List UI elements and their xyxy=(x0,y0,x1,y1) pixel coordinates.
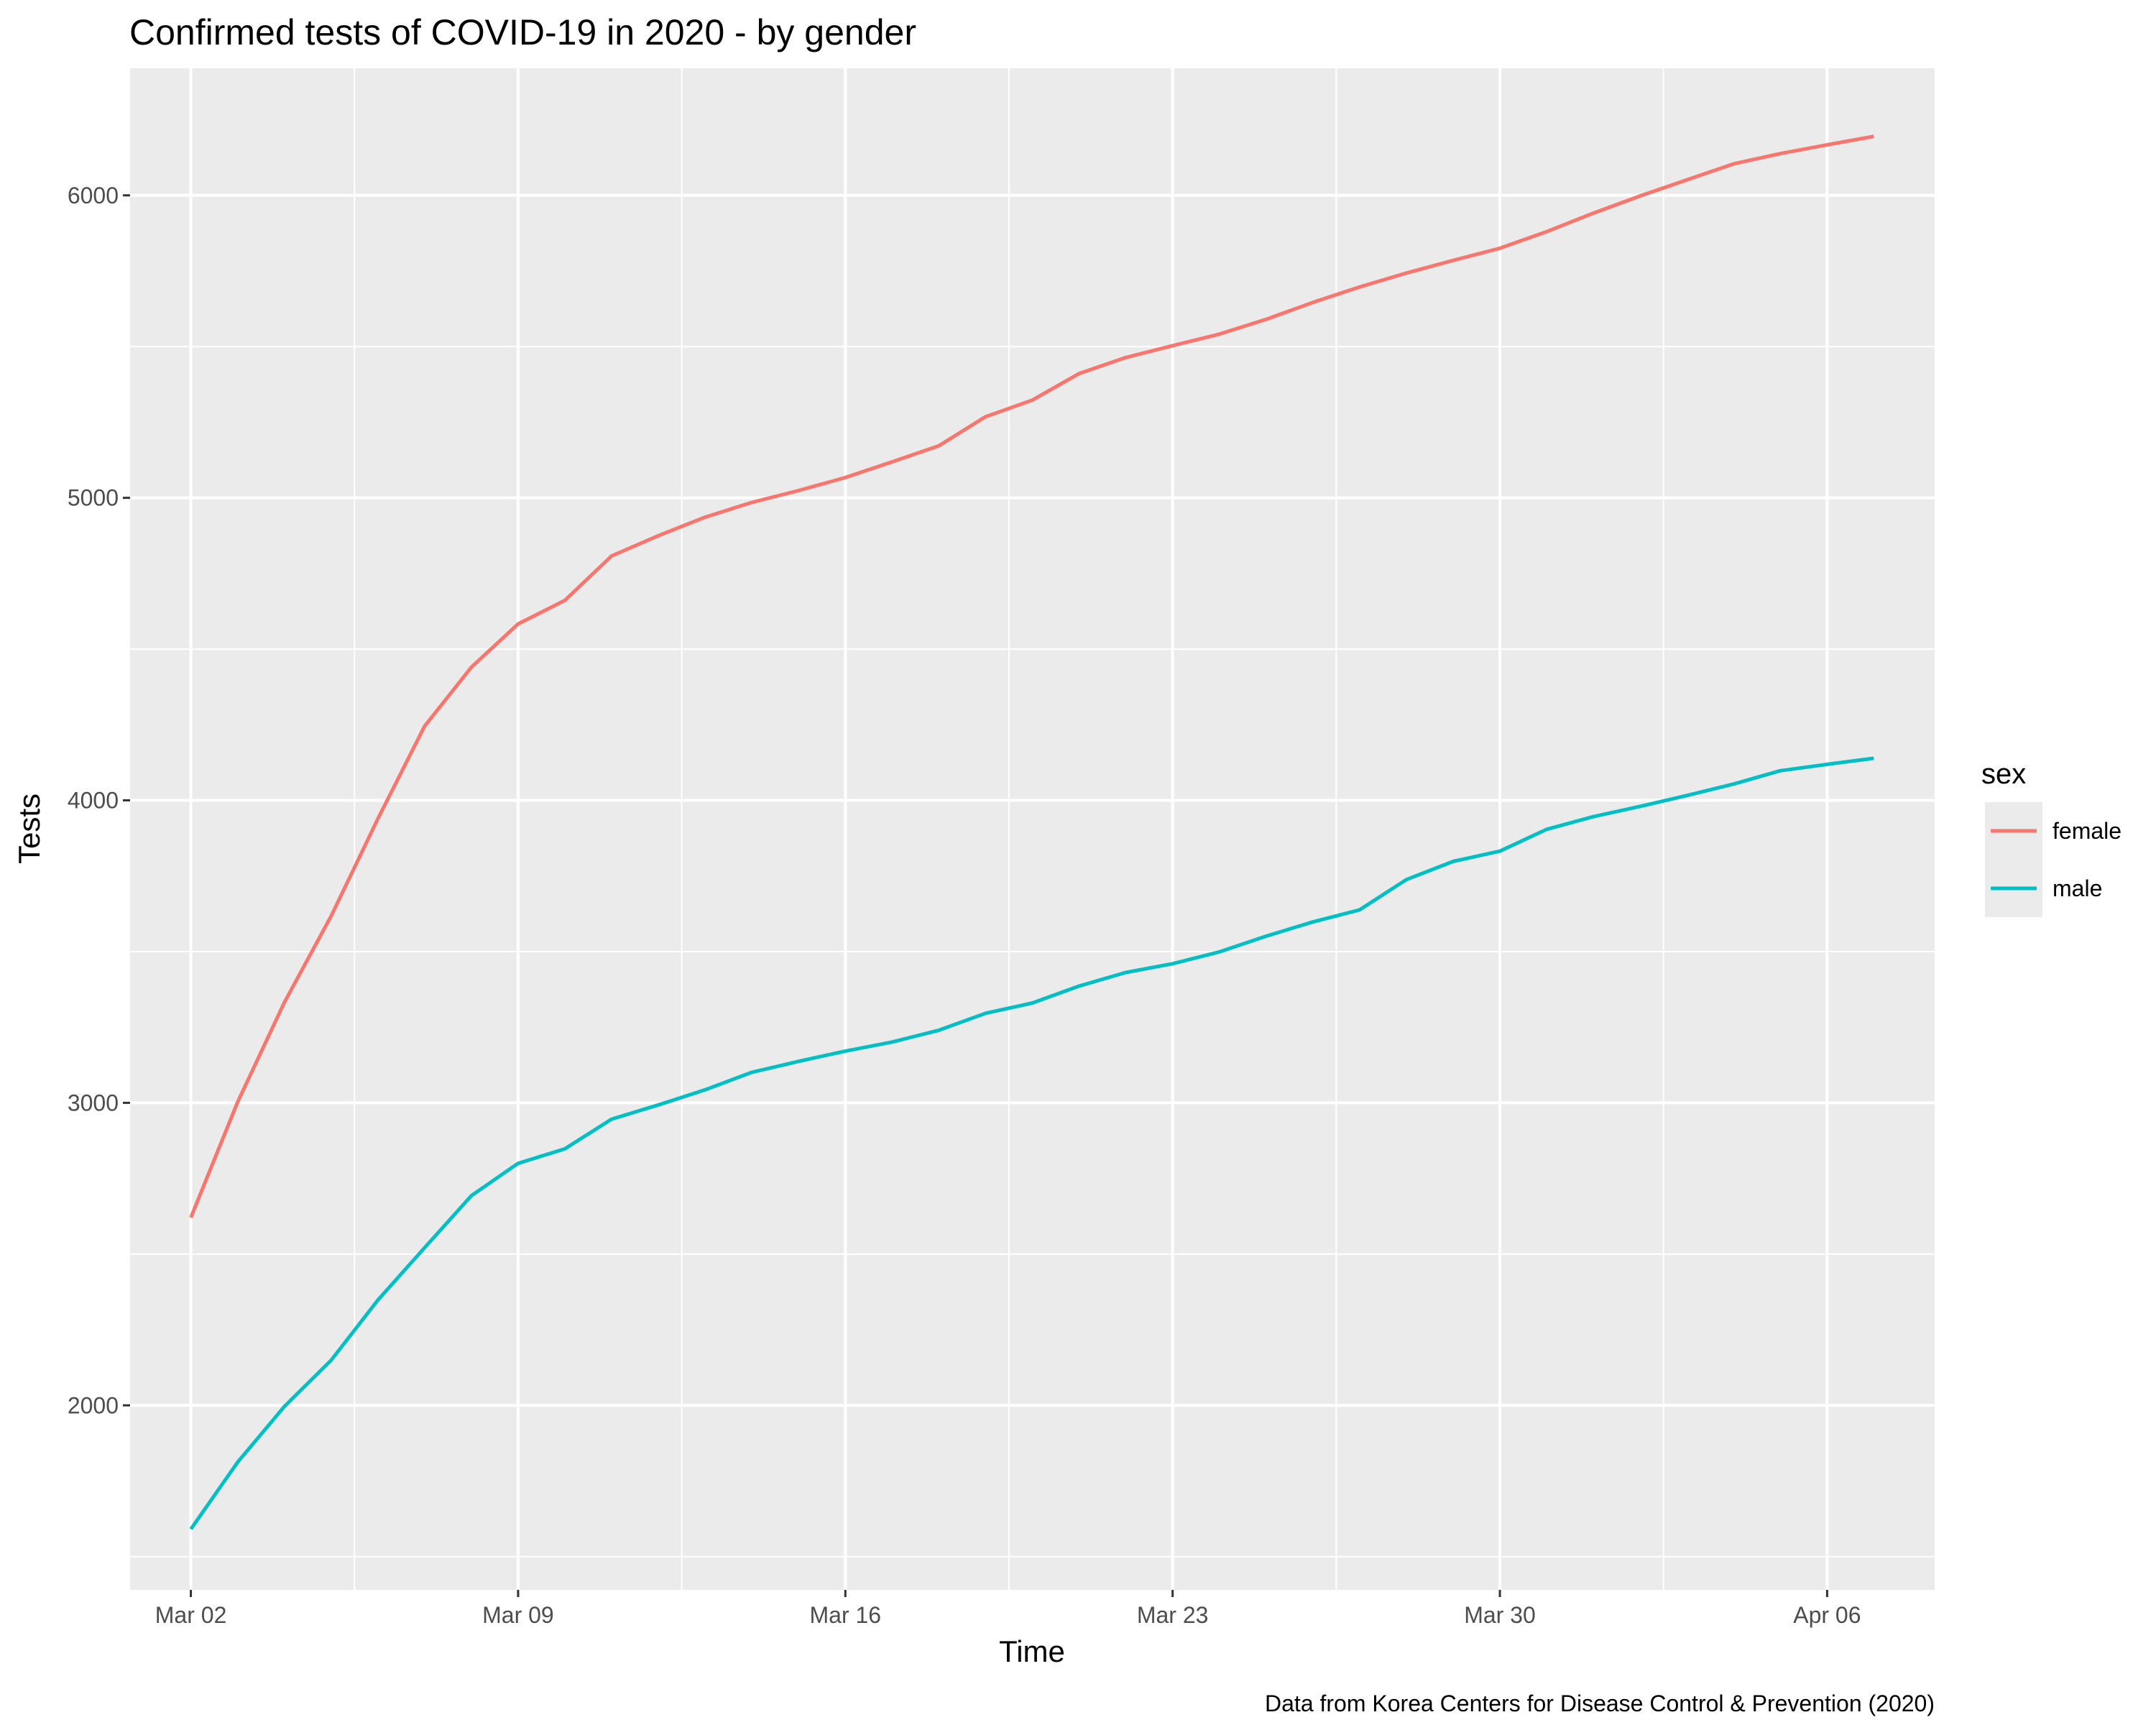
x-tick-label: Mar 30 xyxy=(1464,1602,1536,1628)
y-tick-label: 6000 xyxy=(68,183,119,208)
y-axis-title: Tests xyxy=(12,794,46,864)
y-tick-label: 5000 xyxy=(68,485,119,511)
legend-label-female: female xyxy=(2053,818,2122,844)
series-line-male xyxy=(189,756,1874,1530)
legend-label-male: male xyxy=(2053,875,2102,901)
legend-items: female male xyxy=(1985,802,2122,917)
major-gridlines xyxy=(130,68,1935,1590)
y-axis: 2000 3000 4000 5000 6000 xyxy=(68,183,130,1418)
y-tick-label: 4000 xyxy=(68,788,119,814)
y-tick-label: 3000 xyxy=(68,1090,119,1116)
series-lines xyxy=(189,134,1874,1530)
series-line-female xyxy=(189,134,1874,1218)
x-axis-title: Time xyxy=(999,1634,1065,1668)
x-tick-label: Mar 23 xyxy=(1137,1602,1209,1628)
x-tick-label: Mar 16 xyxy=(809,1602,881,1628)
x-tick-label: Mar 02 xyxy=(155,1602,227,1628)
x-tick-label: Mar 09 xyxy=(482,1602,554,1628)
plot-panel xyxy=(130,68,1935,1590)
y-tick-label: 2000 xyxy=(68,1392,119,1418)
minor-gridlines xyxy=(130,68,1935,1590)
chart-caption: Data from Korea Centers for Disease Cont… xyxy=(1265,1690,1935,1716)
x-tick-label: Apr 06 xyxy=(1793,1602,1861,1628)
x-axis: Mar 02 Mar 09 Mar 16 Mar 23 Mar 30 Apr 06 xyxy=(155,1590,1861,1628)
legend-title: sex xyxy=(1981,758,2026,790)
chart-title: Confirmed tests of COVID-19 in 2020 - by… xyxy=(129,12,916,52)
legend: sex female male xyxy=(1981,758,2122,917)
